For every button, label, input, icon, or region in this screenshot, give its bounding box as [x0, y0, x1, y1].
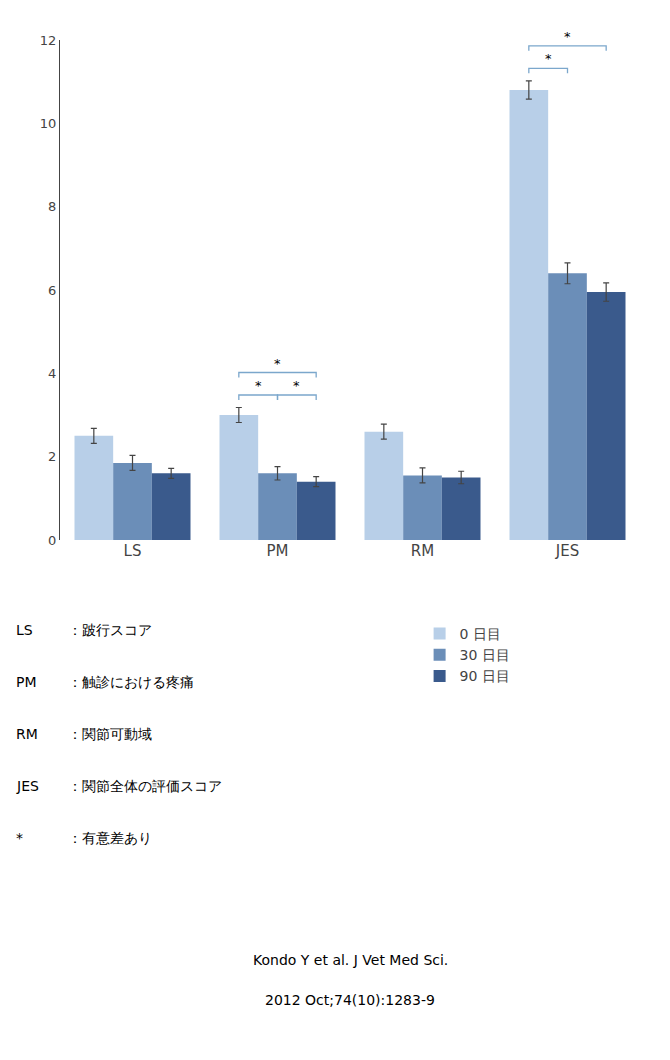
svg-text:：触診における疼痛: ：触診における疼痛 — [68, 674, 194, 690]
svg-text:*: * — [293, 378, 300, 393]
svg-text:10: 10 — [40, 116, 57, 131]
svg-text:*: * — [274, 356, 281, 371]
svg-text:0: 0 — [48, 533, 56, 548]
svg-text:：跛行スコア: ：跛行スコア — [68, 622, 152, 638]
svg-text:12: 12 — [40, 33, 57, 48]
svg-text:：有意差あり: ：有意差あり — [68, 830, 152, 846]
svg-text:*: * — [255, 378, 262, 393]
svg-text:JES: JES — [555, 542, 579, 560]
svg-text:PM: PM — [16, 674, 37, 690]
svg-text:*: * — [545, 51, 552, 66]
svg-text:*: * — [564, 29, 571, 44]
svg-text:6: 6 — [48, 283, 56, 298]
svg-text:PM: PM — [267, 542, 289, 560]
svg-text:30 日目: 30 日目 — [460, 647, 510, 663]
svg-text:LS: LS — [124, 542, 142, 560]
svg-text:0 日目: 0 日目 — [460, 626, 501, 642]
svg-text:：関節可動域: ：関節可動域 — [68, 726, 152, 742]
svg-text:：関節全体の評価スコア: ：関節全体の評価スコア — [68, 778, 222, 794]
svg-text:JES: JES — [16, 778, 39, 794]
svg-text:LS: LS — [16, 622, 33, 638]
svg-text:8: 8 — [48, 199, 56, 214]
svg-text:2012 Oct;74(10):1283-9: 2012 Oct;74(10):1283-9 — [265, 992, 435, 1008]
svg-text:4: 4 — [48, 366, 56, 381]
svg-text:Kondo Y et al. J Vet Med Sci.: Kondo Y et al. J Vet Med Sci. — [253, 952, 448, 968]
svg-text:2: 2 — [48, 449, 56, 464]
svg-text:RM: RM — [16, 726, 38, 742]
svg-text:RM: RM — [411, 542, 434, 560]
svg-text:*: * — [16, 830, 23, 846]
svg-text:90 日目: 90 日目 — [460, 668, 510, 684]
